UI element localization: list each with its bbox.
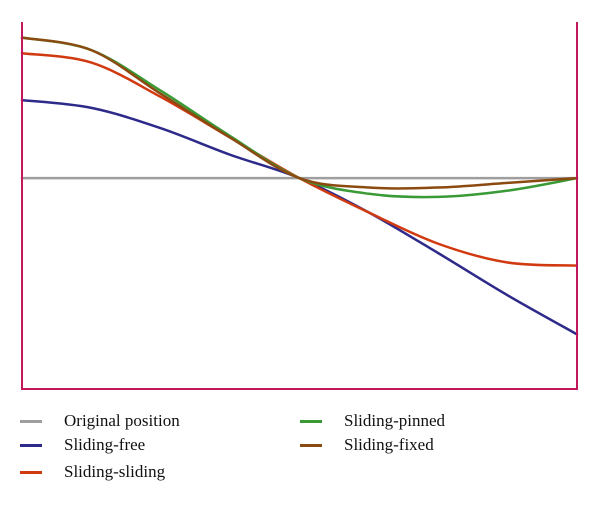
series-line-sliding-pinned xyxy=(20,36,579,199)
line-chart xyxy=(20,22,579,390)
series-layer xyxy=(20,36,579,336)
legend-label-sliding-free: Sliding-free xyxy=(64,435,146,454)
legend-item-original-position: Original position xyxy=(20,409,180,433)
legend-label-sliding-sliding: Sliding-sliding xyxy=(64,462,166,481)
legend-swatch-sliding-sliding xyxy=(20,470,42,474)
legend-label-sliding-pinned: Sliding-pinned xyxy=(344,411,446,430)
legend-item-sliding-pinned: Sliding-pinned xyxy=(300,409,445,433)
series-line-sliding-sliding xyxy=(20,51,579,267)
legend-label-original-position: Original position xyxy=(64,411,180,430)
legend-swatch-original-position xyxy=(20,419,42,423)
legend-swatch-sliding-fixed xyxy=(300,443,322,447)
legend-item-sliding-free: Sliding-free xyxy=(20,433,145,457)
legend-item-sliding-fixed: Sliding-fixed xyxy=(300,433,434,457)
legend-swatch-sliding-pinned xyxy=(300,419,322,423)
legend-swatch-sliding-free xyxy=(20,443,42,447)
series-line-sliding-fixed xyxy=(20,36,579,190)
series-line-sliding-free xyxy=(20,98,579,336)
plot-frame xyxy=(21,22,578,390)
legend-label-sliding-fixed: Sliding-fixed xyxy=(344,435,434,454)
legend-item-sliding-sliding: Sliding-sliding xyxy=(20,460,165,484)
